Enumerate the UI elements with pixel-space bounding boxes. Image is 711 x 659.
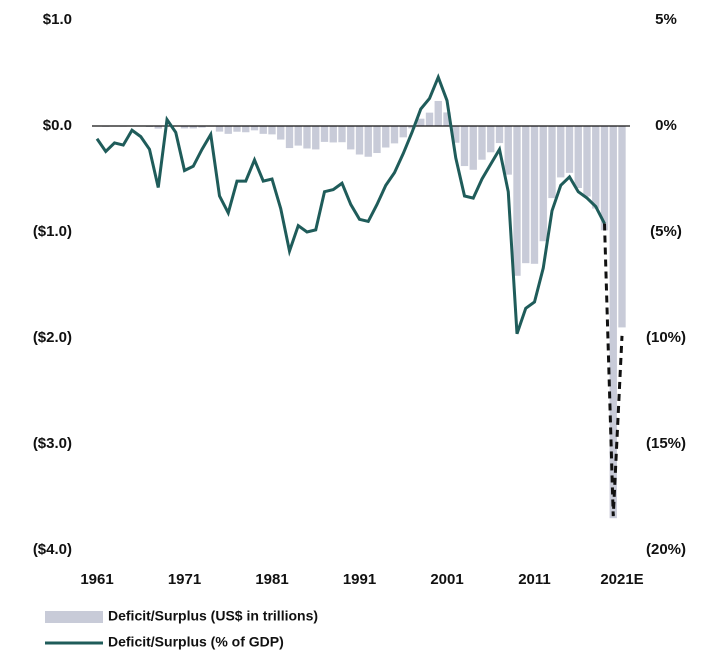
bar — [513, 126, 521, 276]
legend-label: Deficit/Surplus (US$ in trillions) — [108, 608, 318, 624]
bar — [495, 126, 504, 144]
bar — [233, 126, 241, 132]
y-tick-label: ($3.0) — [33, 435, 72, 452]
bar — [530, 126, 539, 264]
y-tick-label: $0.0 — [43, 117, 72, 134]
y2-tick-label: (20%) — [646, 541, 686, 558]
bar — [487, 126, 495, 153]
bar — [443, 112, 451, 126]
bar — [312, 126, 320, 150]
bar — [425, 112, 434, 126]
bar — [277, 126, 285, 140]
bar — [408, 126, 416, 129]
bar — [347, 126, 355, 150]
bar — [180, 126, 189, 129]
y-tick-label: ($4.0) — [33, 541, 72, 558]
bar — [390, 126, 399, 144]
bar — [373, 126, 381, 154]
y-tick-label: $1.0 — [43, 11, 72, 28]
bar — [242, 126, 250, 133]
bar — [198, 126, 206, 128]
bar — [583, 126, 591, 197]
y2-tick-label: (10%) — [646, 329, 686, 346]
bar — [215, 126, 224, 132]
y-tick-label: ($1.0) — [33, 223, 72, 240]
y2-tick-label: 5% — [655, 11, 677, 28]
bar — [355, 126, 364, 155]
bar — [417, 118, 425, 126]
x-tick-label: 1991 — [343, 571, 376, 588]
bar — [618, 126, 626, 328]
bar — [478, 126, 486, 160]
bar — [548, 126, 556, 199]
bar — [539, 126, 547, 242]
x-tick-label: 1971 — [168, 571, 201, 588]
y2-tick-label: (15%) — [646, 435, 686, 452]
bar — [268, 126, 276, 135]
bar — [434, 100, 442, 126]
bar — [565, 126, 574, 173]
legend-swatch — [45, 611, 103, 623]
bar — [259, 126, 267, 134]
bar — [338, 126, 346, 143]
y2-tick-label: (5%) — [650, 223, 682, 240]
bar — [452, 126, 460, 143]
bar — [382, 126, 390, 148]
line-series-estimate — [603, 223, 624, 517]
bar — [460, 126, 469, 167]
bar — [574, 126, 582, 189]
bar — [504, 126, 512, 175]
x-tick-label: 2021E — [600, 571, 643, 588]
bar — [399, 126, 407, 138]
bar — [285, 126, 294, 149]
line-series — [95, 73, 606, 335]
bar — [303, 126, 311, 149]
bar — [600, 126, 609, 231]
x-tick-label: 1961 — [80, 571, 113, 588]
y2-tick-label: 0% — [655, 117, 677, 134]
bar — [320, 126, 329, 142]
bar — [329, 126, 337, 143]
x-tick-label: 2011 — [518, 571, 551, 588]
bar — [224, 126, 232, 134]
bar — [609, 126, 617, 519]
bar — [557, 126, 565, 178]
bar — [294, 126, 302, 146]
bar — [469, 126, 477, 170]
bar — [522, 126, 530, 264]
bar — [364, 126, 372, 157]
bar — [592, 126, 600, 209]
bar — [250, 126, 259, 131]
bar — [189, 126, 197, 129]
y-tick-label: ($2.0) — [33, 329, 72, 346]
legend-label: Deficit/Surplus (% of GDP) — [108, 634, 284, 650]
x-tick-label: 1981 — [255, 571, 288, 588]
x-tick-label: 2001 — [430, 571, 463, 588]
bar — [154, 126, 162, 129]
